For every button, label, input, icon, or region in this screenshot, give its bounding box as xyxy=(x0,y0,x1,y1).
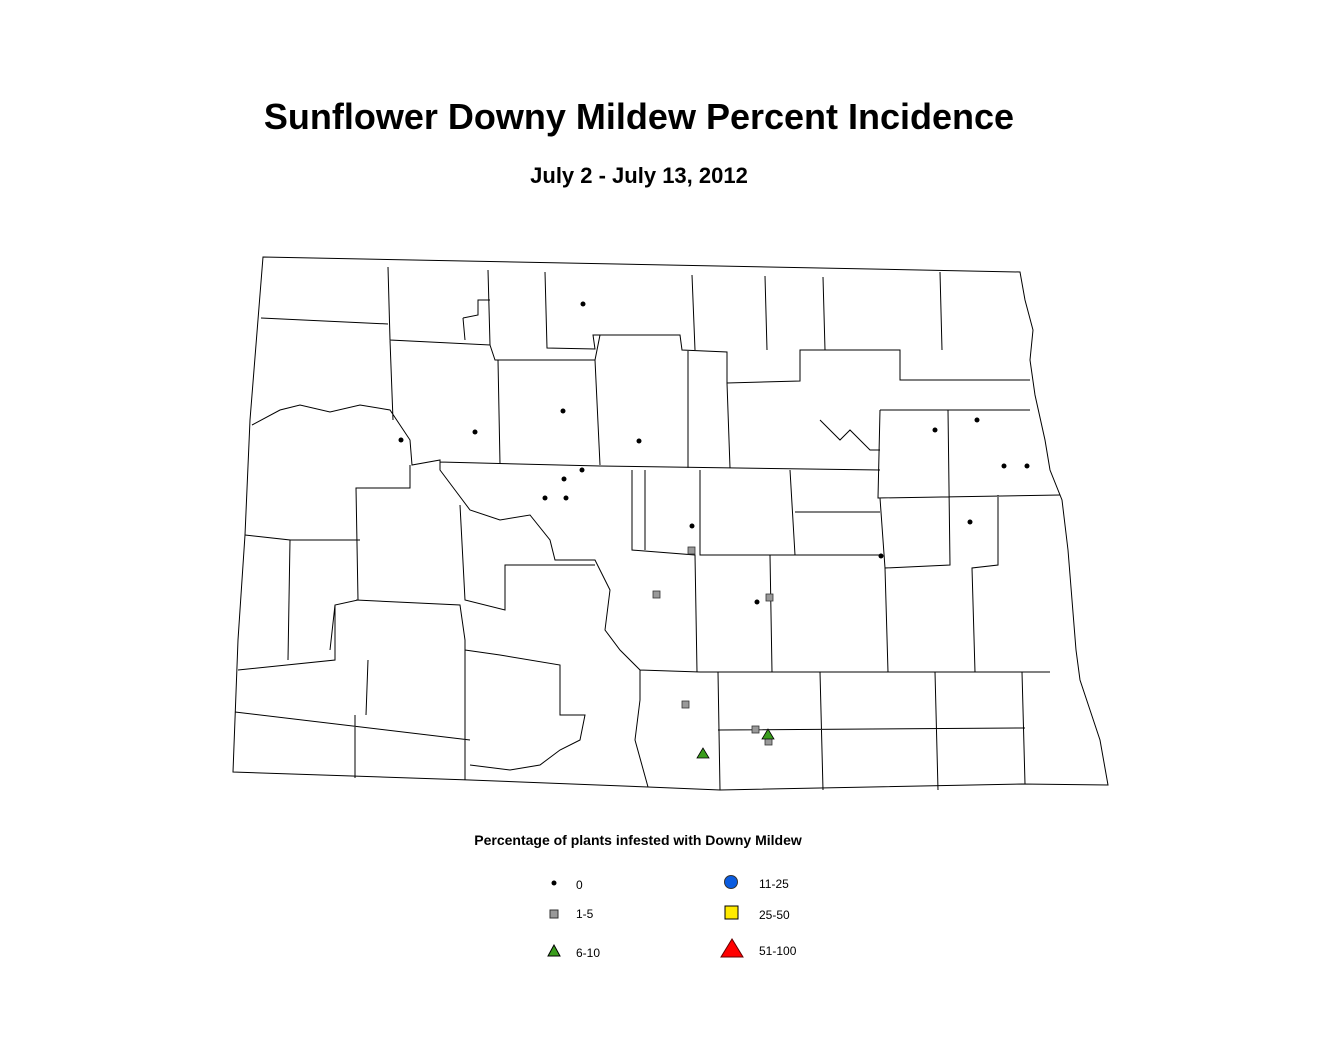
title: Sunflower Downy Mildew Percent Incidence xyxy=(264,96,1014,137)
site-0 xyxy=(1001,463,1007,469)
site-0 xyxy=(580,301,586,307)
county-lines xyxy=(234,266,1061,791)
site-1-5 xyxy=(765,593,774,602)
site-0 xyxy=(974,417,980,423)
site-1-5 xyxy=(687,546,696,555)
site-0 xyxy=(561,476,567,482)
subtitle: July 2 - July 13, 2012 xyxy=(530,163,748,188)
observations-1-5 xyxy=(652,546,774,746)
legend-label: 51-100 xyxy=(759,944,797,958)
site-6-10 xyxy=(696,747,710,759)
legend-label: 25-50 xyxy=(759,908,790,922)
site-1-5 xyxy=(681,700,690,709)
site-0 xyxy=(878,553,884,559)
site-0 xyxy=(472,429,478,435)
site-1-5 xyxy=(751,725,760,734)
legend-label: 1-5 xyxy=(576,907,594,921)
site-0 xyxy=(967,519,973,525)
legend-symbol xyxy=(551,880,557,886)
site-1-5 xyxy=(652,590,661,599)
legend-symbol xyxy=(547,943,561,957)
legend-title: Percentage of plants infested with Downy… xyxy=(474,832,802,848)
observations xyxy=(398,301,1030,605)
site-0 xyxy=(563,495,569,501)
site-0 xyxy=(754,599,760,605)
legend-label: 0 xyxy=(576,878,583,892)
legend: Percentage of plants infested with Downy… xyxy=(474,832,802,960)
state-outline xyxy=(232,256,1109,791)
site-6-10 xyxy=(761,728,775,740)
state-map xyxy=(232,256,1109,791)
legend-symbol xyxy=(724,875,738,889)
site-0 xyxy=(579,467,585,473)
site-0 xyxy=(932,427,938,433)
legend-label: 11-25 xyxy=(759,877,789,891)
legend-symbol xyxy=(724,905,739,920)
legend-symbol xyxy=(549,909,559,919)
site-0 xyxy=(1024,463,1030,469)
site-0 xyxy=(398,437,404,443)
legend-label: 6-10 xyxy=(576,946,600,960)
observations-6-10 xyxy=(696,728,775,759)
site-0 xyxy=(689,523,695,529)
legend-symbol xyxy=(720,938,744,958)
site-0 xyxy=(636,438,642,444)
site-0 xyxy=(542,495,548,501)
site-0 xyxy=(560,408,566,414)
